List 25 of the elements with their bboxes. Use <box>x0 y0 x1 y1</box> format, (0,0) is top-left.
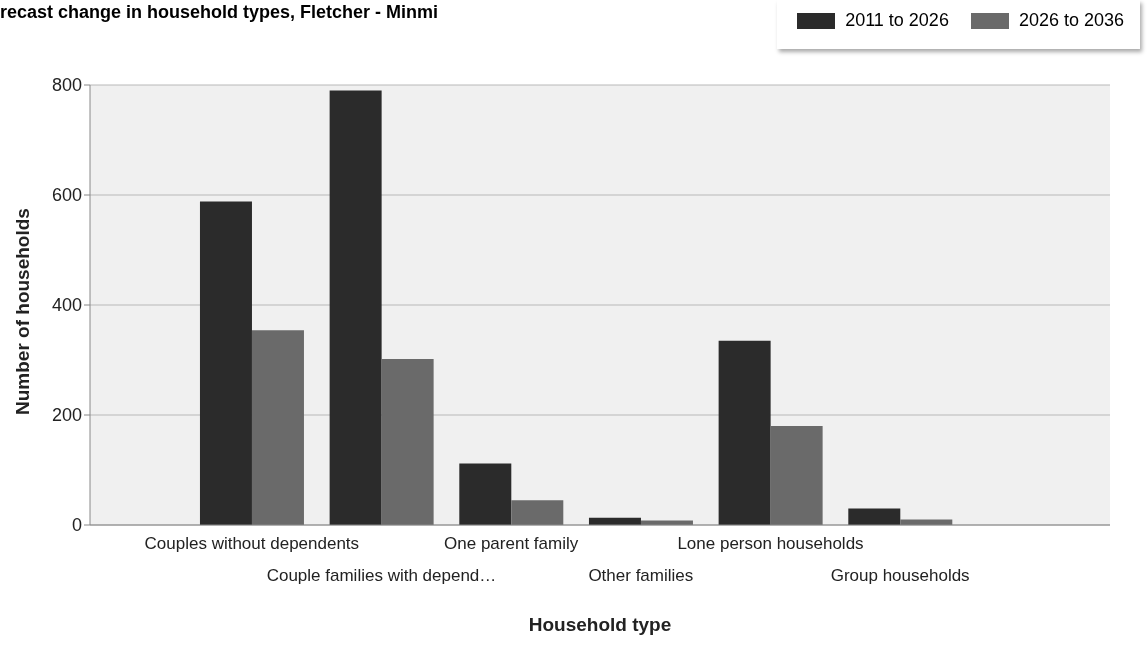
y-tick-label: 0 <box>71 515 82 536</box>
x-tick-label: Couple families with depend… <box>266 566 497 585</box>
bar <box>381 358 434 525</box>
x-tick-label: Group households <box>830 566 970 585</box>
bar <box>770 426 823 525</box>
bar <box>459 463 512 525</box>
x-tick-label: Other families <box>588 566 694 585</box>
x-axis-title: Household type <box>528 614 672 635</box>
bar <box>329 90 382 525</box>
x-tick-label: Lone person households <box>677 534 864 553</box>
y-tick-label: 800 <box>51 75 82 96</box>
legend-label: 2011 to 2026 <box>845 10 949 31</box>
x-tick-label: Couples without dependents <box>144 534 360 553</box>
y-tick-label: 200 <box>51 405 82 426</box>
bar <box>199 201 252 525</box>
bar <box>511 500 564 525</box>
x-tick-label: One parent family <box>444 534 579 553</box>
y-tick-label: 400 <box>51 295 82 316</box>
chart-title: recast change in household types, Fletcher - Minmi <box>0 2 439 23</box>
bar <box>251 330 304 525</box>
y-axis-title: Number of households <box>11 208 33 415</box>
bar <box>848 508 901 525</box>
y-tick-label: 600 <box>51 185 82 206</box>
legend-label: 2026 to 2036 <box>1018 10 1124 31</box>
bar <box>718 340 771 525</box>
